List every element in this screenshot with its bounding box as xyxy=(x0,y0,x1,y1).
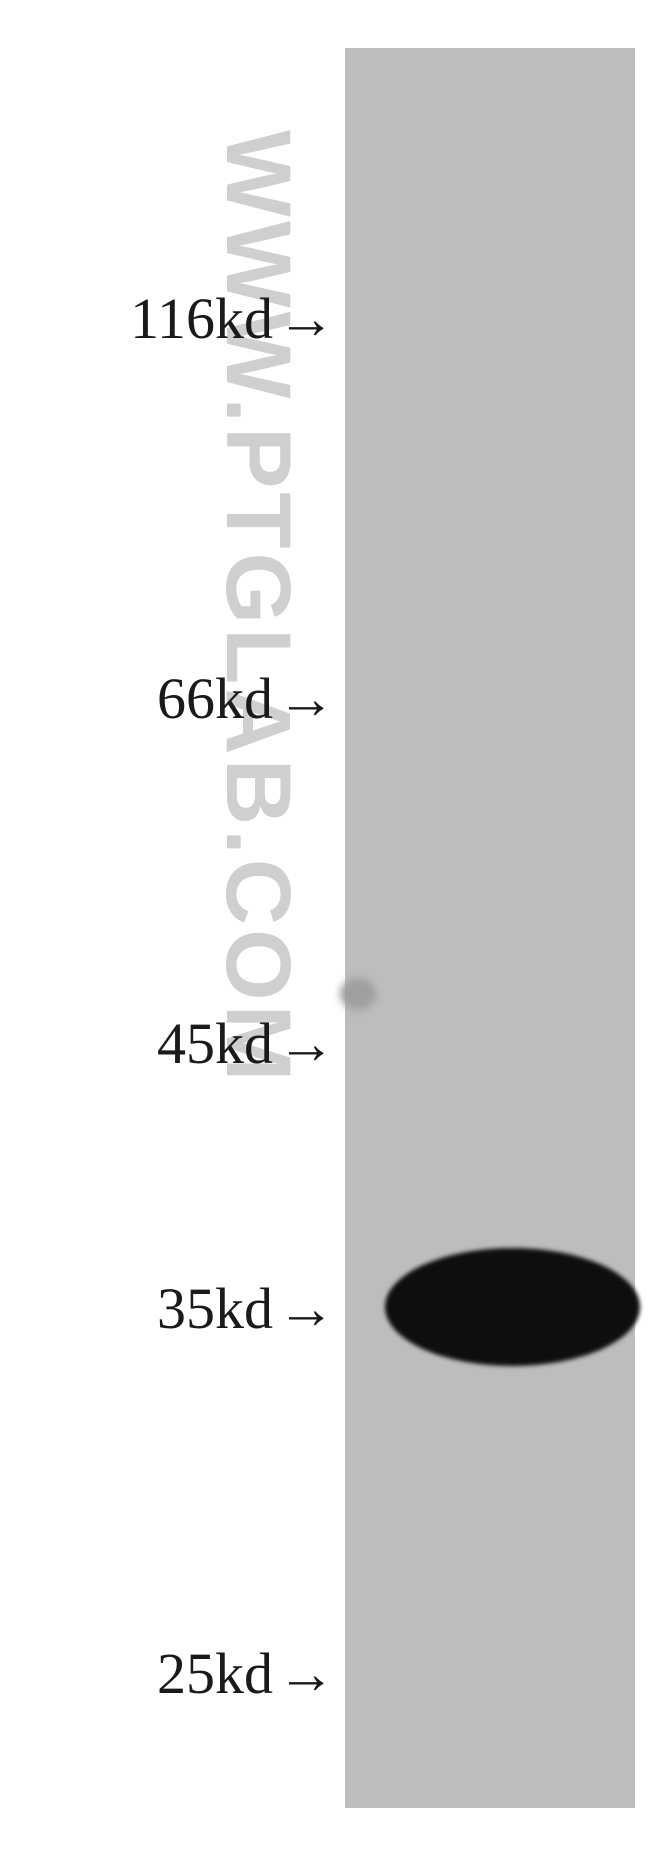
mw-marker-label: 35kd xyxy=(157,1276,273,1341)
lane-smudge xyxy=(340,978,376,1010)
mw-marker-label: 25kd xyxy=(157,1641,273,1706)
watermark-text: WWW.PTGLAB.COM xyxy=(205,130,310,1085)
mw-marker-66kd: 66kd→ xyxy=(157,665,335,732)
arrow-icon: → xyxy=(277,285,335,352)
mw-marker-116kd: 116kd→ xyxy=(130,285,335,352)
blot-canvas: WWW.PTGLAB.COM 116kd→ 66kd→ 45kd→ 35kd→ … xyxy=(0,0,650,1855)
arrow-icon: → xyxy=(277,1640,335,1707)
mw-marker-label: 45kd xyxy=(157,1011,273,1076)
mw-marker-label: 66kd xyxy=(157,666,273,731)
arrow-icon: → xyxy=(277,665,335,732)
mw-marker-label: 116kd xyxy=(130,286,273,351)
mw-marker-45kd: 45kd→ xyxy=(157,1010,335,1077)
mw-marker-25kd: 25kd→ xyxy=(157,1640,335,1707)
mw-marker-35kd: 35kd→ xyxy=(157,1275,335,1342)
arrow-icon: → xyxy=(277,1010,335,1077)
protein-band xyxy=(385,1248,640,1366)
blot-lane xyxy=(345,48,635,1808)
arrow-icon: → xyxy=(277,1275,335,1342)
